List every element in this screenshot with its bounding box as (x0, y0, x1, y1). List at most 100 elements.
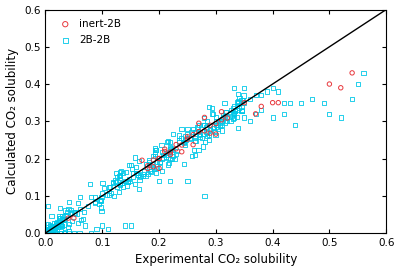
2B-2B (167, 140, 174, 144)
2B-2B (44, 229, 51, 233)
2B-2B (48, 231, 54, 235)
2B-2B (43, 231, 50, 235)
2B-2B (55, 222, 62, 227)
2B-2B (146, 167, 153, 171)
2B-2B (42, 230, 49, 235)
2B-2B (44, 230, 50, 234)
2B-2B (98, 199, 104, 203)
2B-2B (130, 171, 136, 175)
2B-2B (192, 153, 198, 157)
2B-2B (46, 229, 52, 233)
2B-2B (68, 211, 74, 215)
2B-2B (204, 124, 210, 129)
2B-2B (43, 231, 49, 235)
2B-2B (42, 230, 49, 235)
2B-2B (193, 129, 199, 134)
2B-2B (146, 158, 152, 162)
2B-2B (227, 119, 234, 123)
2B-2B (43, 230, 49, 234)
2B-2B (212, 132, 219, 137)
2B-2B (156, 160, 163, 164)
inert-2B (65, 216, 71, 220)
2B-2B (105, 227, 111, 231)
2B-2B (56, 219, 62, 223)
2B-2B (152, 154, 158, 159)
2B-2B (286, 100, 293, 105)
2B-2B (140, 172, 146, 177)
2B-2B (240, 93, 247, 98)
2B-2B (53, 225, 60, 229)
2B-2B (50, 227, 56, 232)
2B-2B (43, 227, 50, 232)
2B-2B (142, 174, 149, 178)
2B-2B (218, 119, 225, 123)
2B-2B (181, 140, 187, 144)
Legend: inert-2B, 2B-2B: inert-2B, 2B-2B (51, 15, 125, 49)
2B-2B (92, 200, 98, 205)
2B-2B (43, 230, 50, 234)
2B-2B (166, 160, 172, 165)
2B-2B (44, 231, 51, 235)
2B-2B (192, 138, 198, 143)
2B-2B (192, 136, 198, 140)
2B-2B (58, 223, 64, 227)
2B-2B (149, 161, 155, 166)
2B-2B (43, 231, 49, 235)
2B-2B (167, 157, 174, 161)
2B-2B (117, 169, 123, 174)
2B-2B (45, 231, 51, 235)
2B-2B (56, 214, 63, 218)
2B-2B (112, 171, 119, 175)
2B-2B (222, 110, 229, 114)
2B-2B (117, 173, 123, 178)
2B-2B (241, 86, 247, 91)
2B-2B (168, 146, 174, 150)
2B-2B (200, 144, 206, 149)
2B-2B (48, 224, 55, 228)
2B-2B (49, 228, 56, 232)
2B-2B (153, 148, 159, 152)
2B-2B (119, 181, 126, 185)
2B-2B (51, 226, 58, 231)
2B-2B (50, 225, 57, 230)
2B-2B (190, 148, 197, 153)
2B-2B (44, 230, 50, 234)
2B-2B (46, 230, 53, 234)
2B-2B (50, 231, 56, 235)
2B-2B (72, 210, 78, 215)
2B-2B (108, 191, 114, 195)
inert-2B (275, 100, 282, 105)
2B-2B (92, 194, 98, 199)
2B-2B (49, 226, 55, 230)
2B-2B (44, 228, 50, 233)
2B-2B (99, 181, 106, 186)
2B-2B (264, 89, 270, 94)
2B-2B (173, 152, 180, 156)
2B-2B (239, 109, 246, 113)
2B-2B (220, 115, 227, 120)
inert-2B (196, 129, 202, 134)
inert-2B (178, 150, 185, 154)
2B-2B (150, 154, 156, 159)
2B-2B (222, 110, 229, 115)
2B-2B (47, 227, 53, 232)
2B-2B (52, 223, 58, 228)
2B-2B (178, 136, 184, 140)
2B-2B (44, 230, 50, 234)
2B-2B (50, 231, 57, 235)
2B-2B (42, 229, 49, 234)
2B-2B (56, 231, 63, 235)
2B-2B (48, 227, 55, 232)
2B-2B (231, 86, 238, 90)
2B-2B (216, 121, 223, 125)
2B-2B (238, 108, 245, 112)
2B-2B (52, 223, 59, 227)
2B-2B (232, 109, 238, 113)
2B-2B (96, 202, 102, 206)
2B-2B (45, 228, 52, 233)
2B-2B (46, 230, 53, 235)
2B-2B (163, 155, 169, 159)
2B-2B (182, 143, 188, 147)
2B-2B (203, 130, 210, 134)
2B-2B (81, 210, 88, 214)
